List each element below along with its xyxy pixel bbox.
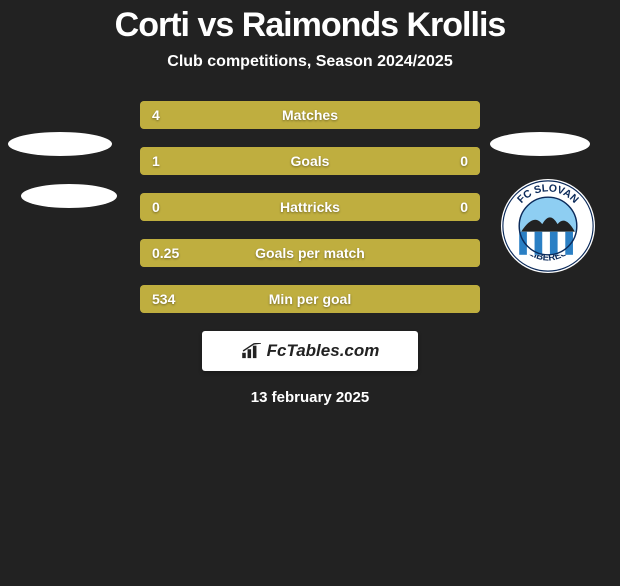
subtitle: Club competitions, Season 2024/2025	[0, 53, 620, 71]
comparison-date: 13 february 2025	[0, 389, 620, 406]
right-player-oval	[490, 132, 590, 156]
watermark-text: FcTables.com	[267, 341, 380, 361]
bar-value-left: 1	[152, 153, 160, 169]
bar-label: Goals per match	[255, 245, 365, 261]
stat-bar-row: 534 Min per goal	[140, 285, 480, 313]
stat-bar-row: 0 Hattricks 0	[140, 193, 480, 221]
left-player-oval-1	[8, 132, 112, 156]
bar-label: Matches	[282, 107, 338, 123]
bar-label: Hattricks	[280, 199, 340, 215]
bar-value-left: 0.25	[152, 245, 179, 261]
bar-label: Goals	[291, 153, 330, 169]
bar-value-left: 0	[152, 199, 160, 215]
stat-bar-row: 4 Matches	[140, 101, 480, 129]
slovan-liberec-badge-svg: FC SLOVAN LIBEREC	[500, 178, 596, 274]
bar-value-right: 0	[460, 153, 468, 169]
bar-chart-icon	[241, 343, 263, 359]
bar-value-left: 4	[152, 107, 160, 123]
bar-label: Min per goal	[269, 291, 351, 307]
bar-value-left: 534	[152, 291, 175, 307]
bar-value-right: 0	[460, 199, 468, 215]
right-club-badge: FC SLOVAN LIBEREC	[500, 178, 596, 274]
stat-bar-row: 1 Goals 0	[140, 147, 480, 175]
left-player-oval-2	[21, 184, 117, 208]
page-title: Corti vs Raimonds Krollis	[0, 6, 620, 45]
stat-bar-row: 0.25 Goals per match	[140, 239, 480, 267]
fctables-watermark: FcTables.com	[202, 331, 418, 371]
